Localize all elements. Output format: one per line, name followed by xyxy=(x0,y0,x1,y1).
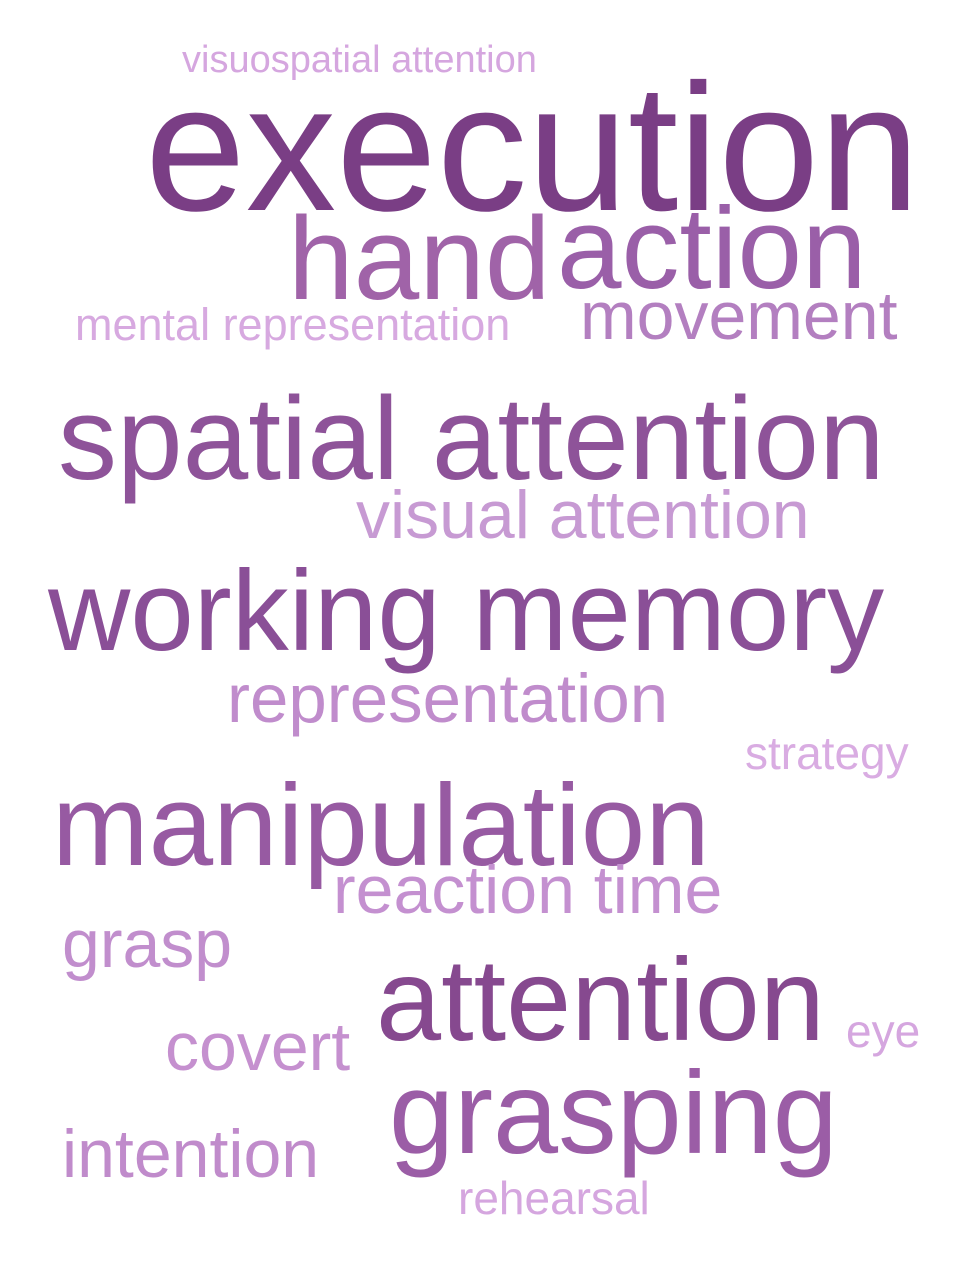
word-reaction-time: reaction time xyxy=(333,852,723,928)
word-grasping: grasping xyxy=(389,1047,838,1178)
word-representation: representation xyxy=(227,660,669,737)
word-visual-attention: visual attention xyxy=(356,477,810,553)
word-visuospatial-attention: visuospatial attention xyxy=(182,39,537,81)
word-hand: hand xyxy=(288,193,551,325)
word-action: action xyxy=(557,183,867,313)
word-movement: movement xyxy=(580,278,898,354)
word-strategy: strategy xyxy=(745,727,909,779)
word-rehearsal: rehearsal xyxy=(458,1172,650,1224)
word-execution: execution xyxy=(145,47,920,249)
word-intention: intention xyxy=(62,1116,320,1192)
word-covert: covert xyxy=(165,1009,351,1085)
word-working-memory: working memory xyxy=(48,548,885,675)
word-grasp: grasp xyxy=(62,906,233,982)
word-eye: eye xyxy=(846,1005,921,1057)
word-mental-representation: mental representation xyxy=(75,299,511,350)
word-attention: attention xyxy=(376,934,825,1065)
word-manipulation: manipulation xyxy=(52,760,710,890)
word-spatial-attention: spatial attention xyxy=(58,373,885,505)
